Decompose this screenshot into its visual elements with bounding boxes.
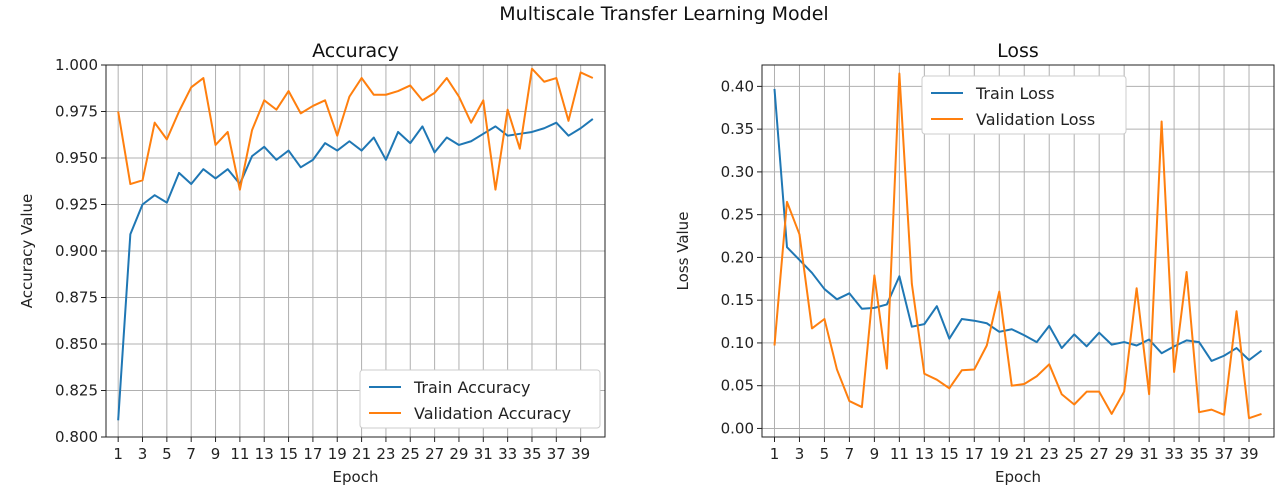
x-tick-label: 15 (940, 445, 959, 463)
x-tick-label: 9 (870, 445, 880, 463)
x-tick-label: 33 (498, 445, 517, 463)
x-tick-label: 5 (162, 445, 172, 463)
x-tick-label: 37 (547, 445, 566, 463)
x-tick-label: 29 (449, 445, 468, 463)
x-tick-label: 21 (1015, 445, 1034, 463)
x-tick-label: 7 (186, 445, 196, 463)
y-axis-label: Accuracy Value (18, 194, 36, 308)
x-tick-label: 27 (425, 445, 444, 463)
legend: Train Loss Validation Loss (921, 75, 1127, 135)
x-tick-label: 13 (255, 445, 274, 463)
y-tick-label: 0.975 (55, 103, 98, 121)
x-tick-label: 21 (352, 445, 371, 463)
axes-frame (761, 64, 1275, 438)
y-tick-label: 0.20 (721, 248, 754, 266)
x-tick-label: 33 (1165, 445, 1184, 463)
x-tick-label: 23 (376, 445, 395, 463)
x-tick-label: 11 (890, 445, 909, 463)
x-tick-label: 3 (795, 445, 805, 463)
x-tick-label: 15 (279, 445, 298, 463)
x-tick-label: 7 (845, 445, 855, 463)
x-tick-label: 31 (1140, 445, 1159, 463)
x-tick-label: 39 (571, 445, 590, 463)
x-tick-label: 19 (328, 445, 347, 463)
x-tick-label: 25 (401, 445, 420, 463)
chart-title: Loss (997, 40, 1039, 62)
x-tick-label: 5 (820, 445, 830, 463)
legend-label: Validation Loss (976, 110, 1095, 129)
y-tick-label: 0.25 (721, 206, 754, 224)
x-tick-label: 29 (1115, 445, 1134, 463)
x-tick-label: 17 (303, 445, 322, 463)
x-tick-label: 11 (230, 445, 249, 463)
x-tick-label: 25 (1065, 445, 1084, 463)
x-tick-label: 1 (770, 445, 780, 463)
legend: Train Accuracy Validation Accuracy (359, 369, 601, 429)
x-tick-label: 27 (1090, 445, 1109, 463)
x-tick-label: 13 (915, 445, 934, 463)
y-tick-label: 0.35 (721, 120, 754, 138)
x-tick-label: 17 (965, 445, 984, 463)
y-tick-label: 0.950 (55, 149, 98, 167)
validation-loss-line (773, 72, 1262, 420)
validation-accuracy-line (117, 67, 594, 191)
y-tick-label: 1.000 (55, 56, 98, 74)
x-tick-label: 39 (1239, 445, 1258, 463)
y-tick-label: 0.15 (721, 291, 754, 309)
y-tick-label: 0.850 (55, 335, 98, 353)
legend-label: Train Accuracy (413, 378, 531, 397)
legend-label: Train Loss (975, 84, 1055, 103)
y-tick-label: 0.05 (721, 377, 754, 395)
train-loss-line (773, 88, 1263, 362)
train-accuracy-line (117, 118, 594, 421)
y-tick-label: 0.00 (721, 419, 754, 437)
y-tick-label: 0.800 (55, 428, 98, 446)
legend-box (921, 75, 1127, 135)
x-tick-label: 9 (211, 445, 221, 463)
figure-title: Multiscale Transfer Learning Model (499, 3, 828, 25)
loss-chart: 1 3 5 7 9 11 13 15 17 19 21 23 25 27 29 31 33 35 37 390.000… (674, 40, 1275, 486)
x-tick-label: 19 (990, 445, 1009, 463)
y-tick-label: 0.10 (721, 334, 754, 352)
y-tick-label: 0.825 (55, 382, 98, 400)
chart-title: Accuracy (312, 40, 399, 62)
y-tick-label: 0.40 (721, 77, 754, 95)
x-axis-label: Epoch (995, 468, 1041, 486)
x-tick-label: 23 (1040, 445, 1059, 463)
x-tick-label: 1 (113, 445, 123, 463)
y-tick-label: 0.925 (55, 196, 98, 214)
x-tick-label: 3 (138, 445, 148, 463)
accuracy-chart: 1 3 5 7 9 11 13 15 17 19 21 23 25 27 29 31 33 35 37 390.800… (18, 40, 606, 486)
y-tick-label: 0.30 (721, 163, 754, 181)
legend-label: Validation Accuracy (414, 404, 571, 423)
x-tick-label: 31 (474, 445, 493, 463)
x-axis-label: Epoch (333, 468, 379, 486)
y-axis-label: Loss Value (674, 212, 692, 291)
x-tick-label: 35 (522, 445, 541, 463)
y-tick-label: 0.900 (55, 242, 98, 260)
legend-box (359, 369, 601, 429)
x-tick-label: 37 (1215, 445, 1234, 463)
x-tick-label: 35 (1190, 445, 1209, 463)
y-tick-label: 0.875 (55, 289, 98, 307)
